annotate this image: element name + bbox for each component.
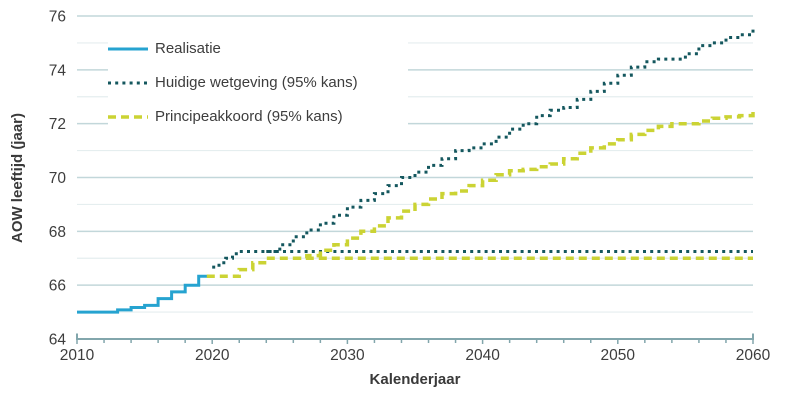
legend-item-realisatie: Realisatie	[108, 38, 408, 59]
legend-swatch-dotted-line-icon	[108, 79, 148, 87]
x-axis	[76, 333, 754, 344]
svg-text:2010: 2010	[60, 347, 95, 364]
series-huidige-wetgeving-bovengrens	[266, 29, 755, 253]
y-axis-title: AOW leeftijd (jaar)	[9, 113, 26, 244]
legend-label: Realisatie	[155, 40, 221, 57]
svg-text:2020: 2020	[195, 347, 230, 364]
legend-item-principeakkoord: Principeakkoord (95% kans)	[108, 106, 408, 127]
legend-item-huidige-wetgeving: Huidige wetgeving (95% kans)	[108, 72, 408, 93]
tick-labels: 64 66 68 70 72 74 76 2010 2020 2030 2040 2050 2060	[49, 9, 771, 365]
svg-text:2040: 2040	[465, 347, 500, 364]
svg-text:76: 76	[49, 9, 66, 26]
x-axis-title: Kalenderjaar	[369, 371, 461, 388]
svg-text:2060: 2060	[736, 347, 771, 364]
series-huidige-wetgeving-ondergrens	[212, 250, 753, 269]
legend-label: Principeakkoord (95% kans)	[155, 108, 343, 125]
series-lines	[77, 29, 755, 314]
legend-swatch-solid-line-icon	[108, 45, 148, 53]
svg-text:68: 68	[49, 224, 66, 241]
svg-text:70: 70	[49, 170, 67, 187]
svg-text:72: 72	[49, 116, 66, 133]
legend-label: Huidige wetgeving (95% kans)	[155, 74, 358, 91]
series-principeakkoord-ondergrens	[206, 256, 753, 279]
svg-text:66: 66	[49, 278, 66, 295]
svg-text:2030: 2030	[330, 347, 365, 364]
chart-legend: Realisatie Huidige wetgeving (95% kans) …	[108, 36, 408, 129]
series-realisatie	[77, 274, 213, 314]
svg-text:74: 74	[49, 62, 67, 79]
series-principeakkoord-bovengrens	[293, 111, 755, 261]
svg-text:2050: 2050	[601, 347, 636, 364]
legend-swatch-dashed-line-icon	[108, 113, 148, 121]
svg-text:64: 64	[49, 332, 67, 349]
